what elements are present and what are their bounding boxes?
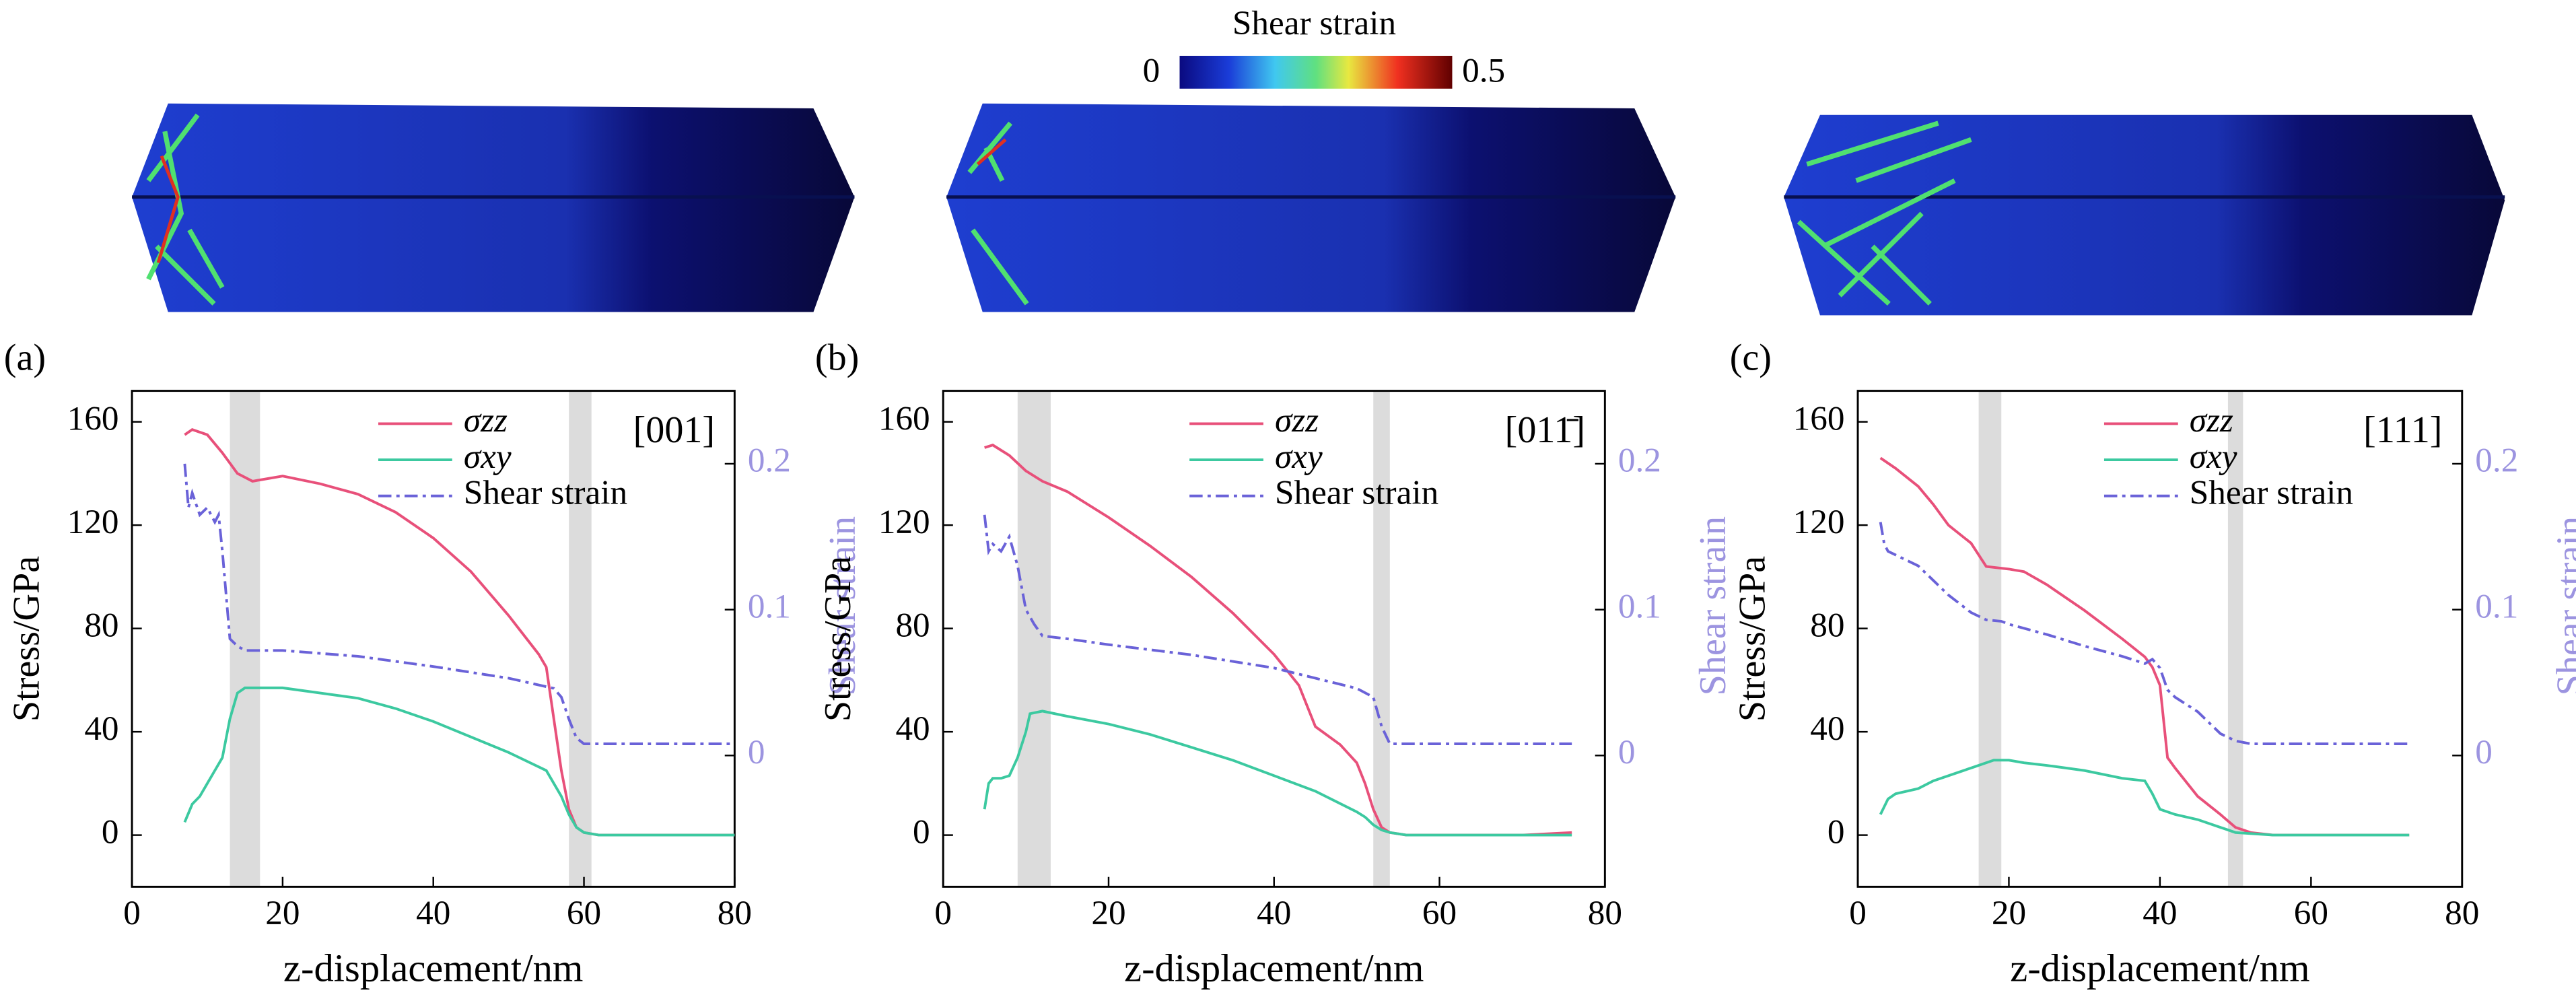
series-line [983,709,1572,837]
y-tick-label: 0 [102,812,119,851]
series-line [183,686,735,837]
y-tick-label: 40 [1810,709,1844,748]
y-tick-label: 120 [1793,503,1845,541]
highlight-band [1017,390,1051,887]
legend-label: σxy [464,438,512,476]
x-tick-label: 20 [1992,894,2026,932]
y2-axis-title: Shear strain [1692,516,1734,695]
y2-tick-label: 0 [2475,733,2493,771]
colorbar [1179,55,1453,89]
y-tick-label: 0 [1827,812,1845,851]
y-tick-label: 160 [67,399,119,438]
x-tick-label: 80 [1588,894,1622,932]
series-line [1879,522,2410,745]
series-line [1879,759,2410,837]
orientation-label: [111] [2363,409,2442,451]
series-line [183,463,735,745]
highlight-band [230,390,260,887]
y-axis-title: Stress/GPa [1732,556,1774,722]
colorbar-min: 0 [1143,52,1160,90]
orientation-label: [001] [633,409,716,451]
y-tick-label: 120 [67,503,119,541]
x-axis-title: z-displacement/nm [2010,946,2309,990]
y2-axis-title: Shear strain [2550,516,2576,695]
highlight-band [1373,390,1390,887]
strain-map-b [946,103,1676,312]
y2-tick-label: 0.1 [748,587,791,625]
x-tick-label: 80 [718,894,752,932]
x-tick-label: 0 [1849,894,1867,932]
x-tick-label: 40 [1257,894,1291,932]
y2-tick-label: 0.2 [1618,442,1661,480]
x-tick-label: 80 [2445,894,2479,932]
y-tick-label: 40 [895,709,930,748]
y-tick-label: 80 [1810,606,1844,644]
legend-label: σzz [1275,401,1319,440]
panel-label: (a) [4,337,46,379]
y-tick-label: 40 [84,709,118,748]
series-line [1879,456,2410,837]
x-tick-label: 60 [1422,894,1457,932]
legend-label: σzz [2190,401,2233,440]
legend-label: Shear strain [2190,473,2353,512]
strain-map-a [132,103,855,312]
strain-map-c [1784,114,2505,316]
highlight-band [2227,390,2243,887]
y-tick-label: 80 [895,606,930,644]
series-line [983,514,1572,745]
panel-label: (c) [1730,337,1772,379]
legend-label: σxy [2190,438,2237,476]
x-tick-label: 40 [2143,894,2177,932]
y-tick-label: 160 [1793,399,1845,438]
plot-frame [131,390,736,888]
y2-tick-label: 0 [748,733,765,771]
y-tick-label: 80 [84,606,118,644]
legend-label: Shear strain [464,473,627,512]
highlight-band [569,390,592,887]
x-tick-label: 20 [1091,894,1125,932]
x-tick-label: 20 [265,894,300,932]
x-tick-label: 0 [934,894,952,932]
legend-label: σzz [464,401,508,440]
y2-tick-label: 0.1 [2475,587,2518,625]
y2-tick-label: 0.2 [2475,442,2518,480]
legend-label: σxy [1275,438,1323,476]
y2-axis-title: Shear strain [822,516,864,695]
x-tick-label: 0 [123,894,141,932]
highlight-band [1978,390,2002,887]
y-axis-title: Stress/GPa [817,556,859,722]
series-line [184,428,735,837]
orientation-label: [011̄] [1505,409,1585,451]
y-tick-label: 120 [878,503,930,541]
panel-label: (b) [815,337,859,379]
y-tick-label: 0 [913,812,930,851]
y2-tick-label: 0.2 [748,442,791,480]
x-tick-label: 60 [567,894,601,932]
y2-tick-label: 0 [1618,733,1636,771]
x-tick-label: 60 [2294,894,2328,932]
x-axis-title: z-displacement/nm [283,946,583,990]
y-axis-title: Stress/GPa [6,556,48,722]
colorbar-max: 0.5 [1462,52,1505,90]
x-tick-label: 40 [416,894,450,932]
y2-tick-label: 0.1 [1618,587,1661,625]
colorbar-title: Shear strain [1232,4,1396,42]
plot-frame [1856,390,2464,888]
x-axis-title: z-displacement/nm [1124,946,1424,990]
legend-label: Shear strain [1275,473,1438,512]
y-tick-label: 160 [878,399,930,438]
